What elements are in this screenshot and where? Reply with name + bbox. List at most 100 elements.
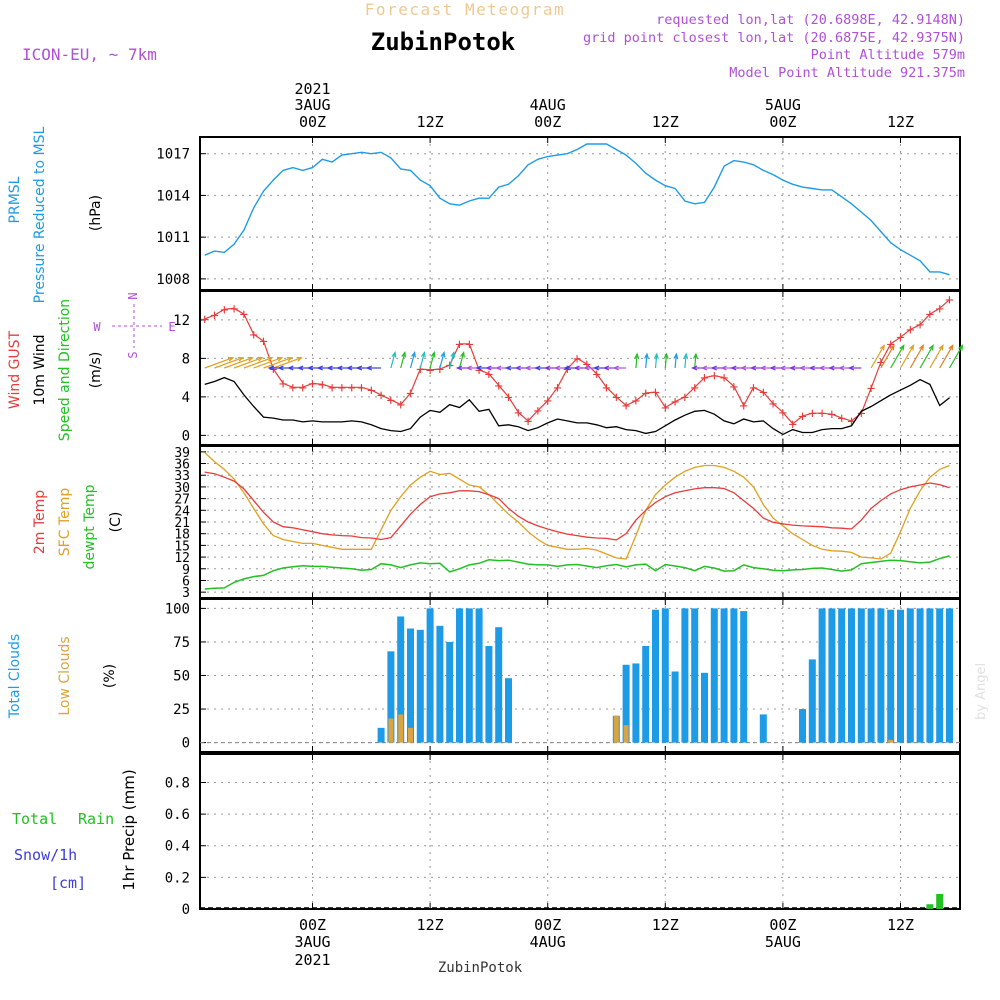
temp-ytick-label: 39 bbox=[174, 446, 190, 461]
compass-rose: W E N S bbox=[93, 292, 175, 358]
clouds-ytick-label: 50 bbox=[173, 669, 190, 685]
gust-line bbox=[204, 299, 950, 425]
precip-frame bbox=[199, 753, 961, 910]
temp-dewpt-label: dewpt Temp bbox=[82, 484, 98, 569]
wind-direction-arrow bbox=[233, 357, 263, 369]
gust-marker: + bbox=[661, 400, 669, 416]
temp-ytick-label: 9 bbox=[182, 563, 190, 578]
total-cloud-bar bbox=[857, 608, 865, 743]
wind-direction-arrowhead bbox=[257, 356, 264, 362]
gust-marker: + bbox=[690, 380, 698, 396]
total-cloud-bar bbox=[740, 611, 748, 743]
precip-cm-label: [cm] bbox=[50, 874, 86, 892]
wind-direction-arrowhead bbox=[287, 365, 294, 371]
station-title: ZubinPotok bbox=[371, 28, 516, 56]
wind-direction-arrow bbox=[929, 345, 944, 369]
gust-marker: + bbox=[769, 397, 777, 413]
gust-marker: + bbox=[651, 385, 659, 401]
wind-direction-arrow bbox=[400, 352, 406, 369]
wind-direction-arrowhead bbox=[759, 365, 766, 371]
t2m-line bbox=[204, 471, 950, 541]
total-cloud-bar bbox=[691, 608, 699, 743]
wind-direction-arrowhead bbox=[465, 365, 472, 371]
wind-direction-arrow bbox=[253, 357, 283, 369]
wind-direction-arrowhead bbox=[514, 365, 521, 371]
precip-ytick-label: 0.4 bbox=[165, 839, 190, 855]
wind-direction-arrowhead bbox=[602, 365, 610, 371]
gust-marker: + bbox=[328, 380, 336, 396]
wind-direction-arrowhead bbox=[326, 365, 333, 371]
wind-direction-arrowhead bbox=[494, 365, 502, 371]
wind-direction-arrowhead bbox=[401, 351, 407, 358]
precip-ytick-label: 0.2 bbox=[165, 870, 190, 886]
gust-marker: + bbox=[759, 385, 767, 401]
total-cloud-bar bbox=[397, 616, 405, 743]
gust-marker: + bbox=[641, 386, 649, 402]
gust-marker: + bbox=[788, 417, 796, 433]
total-cloud-bar bbox=[818, 608, 826, 743]
model-altitude: Model Point Altitude 921.375m bbox=[729, 65, 965, 81]
total-cloud-bar bbox=[622, 664, 630, 743]
temp-ytick-label: 15 bbox=[174, 539, 190, 554]
wind-direction-arrowhead bbox=[663, 352, 669, 359]
wind-direction-arrowhead bbox=[693, 352, 699, 359]
wind-direction-arrowhead bbox=[227, 356, 235, 362]
total-cloud-bar bbox=[906, 608, 914, 743]
wind-direction-arrow bbox=[439, 352, 445, 369]
low-cloud-bar bbox=[408, 727, 413, 743]
wind-direction-arrow bbox=[449, 352, 455, 369]
pressure-ytick-label: 1011 bbox=[156, 230, 190, 246]
low-cloud-bar bbox=[888, 739, 894, 743]
precip-ytick-label: 0 bbox=[182, 902, 190, 918]
gust-marker: + bbox=[494, 378, 502, 394]
wind-direction-arrow bbox=[694, 354, 697, 369]
total-cloud-bar bbox=[887, 609, 895, 743]
gust-marker: + bbox=[877, 355, 885, 371]
precip-ytick-label: 0.8 bbox=[165, 775, 190, 791]
gust-marker: + bbox=[279, 376, 287, 392]
gust-marker: + bbox=[710, 369, 718, 385]
gust-marker: + bbox=[308, 376, 316, 392]
wind-direction-arrow bbox=[909, 345, 924, 369]
total-cloud-bar bbox=[730, 608, 738, 743]
wind-direction-arrowhead bbox=[612, 365, 619, 371]
total-cloud-bar bbox=[710, 608, 718, 743]
wind-ytick-label: 8 bbox=[182, 351, 190, 367]
gust-marker: + bbox=[779, 405, 787, 421]
total-cloud-bar bbox=[926, 608, 934, 743]
compass-s: S bbox=[126, 351, 140, 358]
time-label-bottom-hour: 12Z bbox=[417, 916, 444, 934]
low-cloud-bar bbox=[613, 715, 619, 743]
pressure-panel: 1008 1011 1014 1017 bbox=[156, 136, 961, 291]
gust-marker: + bbox=[416, 362, 424, 378]
time-label-top-hour: 12Z bbox=[652, 113, 679, 131]
gust-marker: + bbox=[553, 380, 561, 396]
wind-direction-arrowhead bbox=[237, 356, 245, 362]
wind-direction-arrow bbox=[684, 354, 687, 369]
total-cloud-bar bbox=[485, 645, 493, 743]
temp-ytick-label: 36 bbox=[174, 458, 190, 473]
total-cloud-bar bbox=[652, 609, 659, 743]
total-cloud-bar bbox=[720, 608, 728, 743]
gust-marker: + bbox=[406, 386, 414, 402]
gust-marker: + bbox=[837, 411, 845, 427]
gust-marker: + bbox=[367, 383, 375, 399]
total-cloud-bar bbox=[426, 608, 434, 743]
total-cloud-bar bbox=[475, 608, 483, 743]
wind-direction-arrowhead bbox=[460, 351, 465, 358]
wind-direction-arrow bbox=[870, 345, 885, 369]
gust-marker: + bbox=[455, 337, 463, 353]
gust-marker: + bbox=[259, 334, 267, 350]
wind-direction-arrow bbox=[409, 352, 416, 369]
clouds-ytick-label: 100 bbox=[165, 601, 190, 617]
wind-direction-arrowhead bbox=[818, 365, 825, 371]
total-cloud-bar bbox=[681, 608, 689, 743]
wind-direction-arrowhead bbox=[345, 365, 353, 371]
wind-direction-arrowhead bbox=[928, 344, 934, 351]
forecast-title: Forecast Meteogram bbox=[365, 0, 565, 19]
total-cloud-bar bbox=[877, 608, 885, 743]
temp-2m-label: 2m Temp bbox=[32, 490, 48, 554]
wind-direction-arrow bbox=[429, 352, 435, 369]
time-label-bottom-hour: 00Z bbox=[534, 916, 561, 934]
